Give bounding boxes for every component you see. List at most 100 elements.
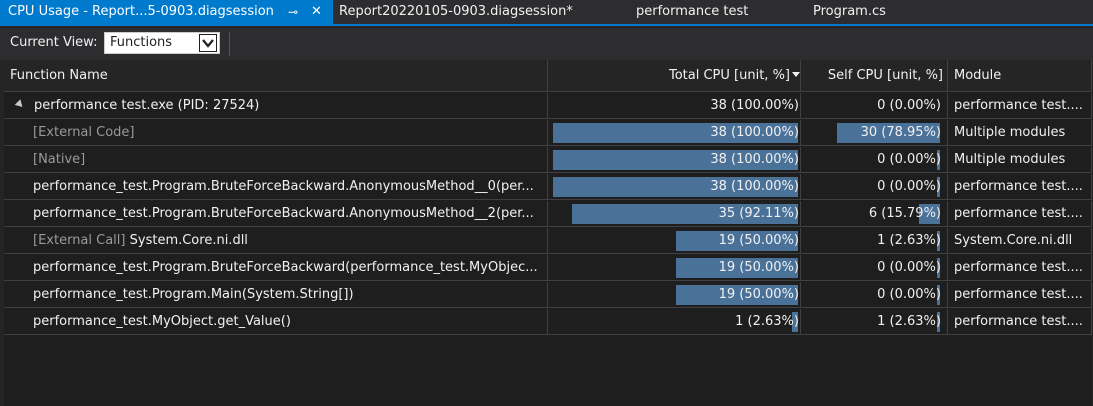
expand-collapse-icon[interactable] (14, 99, 26, 110)
module-cell: performance test.... (954, 260, 1083, 275)
self-cpu-cell: 1 (2.63%) (801, 309, 943, 335)
cell-separator (947, 228, 948, 254)
total-cpu-cell: 19 (50.00%) (548, 282, 801, 308)
table-row[interactable]: performance_test.MyObject.get_Value() 1 (… (4, 309, 1092, 335)
total-cpu-cell: 38 (100.00%) (548, 174, 801, 200)
module-cell: Multiple modules (954, 125, 1066, 140)
cell-separator (800, 120, 801, 146)
column-header-total-cpu-label: Total CPU [unit, %] (668, 68, 790, 83)
column-separator[interactable] (800, 60, 801, 92)
module-cell: performance test.... (954, 287, 1083, 302)
column-separator[interactable] (947, 60, 948, 92)
self-cpu-cell: 0 (0.00%) (801, 255, 943, 281)
cell-separator (547, 174, 548, 200)
cell-separator (1091, 93, 1092, 119)
function-name-cell: performance_test.MyObject.get_Value() (10, 309, 569, 335)
column-header-self-cpu[interactable]: Self CPU [unit, %] (827, 68, 943, 83)
table-row[interactable]: performance_test.Program.BruteForceBackw… (4, 201, 1092, 227)
table-row[interactable]: [External Call] System.Core.ni.dll 19 (50… (4, 228, 1092, 254)
cell-separator (800, 93, 801, 119)
total-cpu-cell: 38 (100.00%) (548, 147, 801, 173)
total-cpu-value: 38 (100.00%) (710, 152, 799, 167)
tab-cpu-usage[interactable]: CPU Usage - Report...5-0903.diagsession … (0, 0, 333, 24)
cell-separator (1091, 120, 1092, 146)
tab-performance-test[interactable]: performance test (636, 4, 749, 19)
column-header-module[interactable]: Module (954, 68, 1002, 83)
chevron-down-icon[interactable] (199, 34, 217, 52)
cell-separator (1091, 255, 1092, 281)
cell-separator (947, 309, 948, 335)
total-cpu-cell: 35 (92.11%) (548, 201, 801, 227)
module-cell: Multiple modules (954, 152, 1066, 167)
total-cpu-value: 19 (50.00%) (718, 260, 799, 275)
table-row[interactable]: [Native] 38 (100.00%) 0 (0.00%) Multiple mo… (4, 147, 1092, 173)
tab-report-diagsession[interactable]: Report20220105-0903.diagsession* (339, 4, 573, 19)
total-cpu-bar (675, 258, 798, 278)
current-view-label: Current View: (10, 35, 98, 50)
table-row[interactable]: performance test.exe (PID: 27524) 38 (100… (4, 93, 1092, 119)
close-icon[interactable]: ✕ (311, 4, 322, 19)
cell-separator (1091, 309, 1092, 335)
function-name-cell: [External Call] System.Core.ni.dll (10, 228, 569, 254)
module-cell: performance test.... (954, 98, 1083, 113)
current-view-dropdown[interactable]: Functions (104, 32, 220, 54)
total-cpu-bar (553, 150, 798, 170)
current-view-value: Functions (110, 35, 173, 50)
cell-separator (547, 201, 548, 227)
cell-separator (947, 174, 948, 200)
column-header-function-name[interactable]: Function Name (10, 68, 108, 83)
total-cpu-value: 38 (100.00%) (710, 179, 799, 194)
function-name-text: performance test.exe (PID: 27524) (34, 98, 260, 113)
cell-separator (947, 147, 948, 173)
module-cell: performance test.... (954, 314, 1083, 329)
self-cpu-value: 0 (0.00%) (877, 287, 941, 302)
table-row[interactable]: performance_test.Program.BruteForceBackw… (4, 255, 1092, 281)
function-name-prefix: [External Call] (33, 233, 126, 248)
table-row[interactable]: performance_test.Program.Main(System.Str… (4, 282, 1092, 308)
grid-header: Function Name Total CPU [unit, %] Self C… (4, 60, 1092, 92)
cell-separator (547, 282, 548, 308)
cell-separator (947, 93, 948, 119)
function-name-cell: performance_test.Program.BruteForceBackw… (10, 255, 569, 281)
cell-separator (547, 255, 548, 281)
function-name-text: [Native] (33, 152, 86, 167)
function-name-text: performance_test.Program.BruteForceBackw… (33, 260, 538, 275)
table-row[interactable]: performance_test.Program.BruteForceBackw… (4, 174, 1092, 200)
function-name-cell: performance_test.Program.BruteForceBackw… (10, 174, 569, 200)
function-name-text: performance_test.MyObject.get_Value() (33, 314, 291, 329)
function-name-cell: performance_test.Program.BruteForceBackw… (10, 201, 569, 227)
column-separator[interactable] (1091, 60, 1092, 92)
cell-separator (947, 201, 948, 227)
cell-separator (547, 147, 548, 173)
toolbar-separator (229, 32, 230, 56)
view-toolbar: Current View: Functions (0, 28, 1093, 60)
self-cpu-value: 0 (0.00%) (877, 98, 941, 113)
cell-separator (1091, 174, 1092, 200)
cell-separator (947, 255, 948, 281)
cell-separator (1091, 282, 1092, 308)
total-cpu-value: 19 (50.00%) (718, 287, 799, 302)
tab-program-cs[interactable]: Program.cs (813, 4, 886, 19)
function-name-text: System.Core.ni.dll (129, 233, 248, 248)
total-cpu-cell: 1 (2.63%) (548, 309, 801, 335)
self-cpu-value: 1 (2.63%) (877, 314, 941, 329)
pin-icon[interactable]: ⊸ (288, 5, 299, 19)
self-cpu-value: 0 (0.00%) (877, 152, 941, 167)
column-separator[interactable] (547, 60, 548, 92)
cell-separator (800, 255, 801, 281)
cell-separator (800, 309, 801, 335)
cell-separator (1091, 228, 1092, 254)
self-cpu-cell: 1 (2.63%) (801, 228, 943, 254)
cell-separator (1091, 201, 1092, 227)
cell-separator (1091, 147, 1092, 173)
column-header-total-cpu[interactable]: Total CPU [unit, %] (548, 60, 800, 92)
function-name-text: performance_test.Program.BruteForceBackw… (33, 179, 534, 194)
cell-separator (547, 120, 548, 146)
table-row[interactable]: [External Code] 38 (100.00%) 30 (78.95%) Mu… (4, 120, 1092, 146)
cell-separator (800, 174, 801, 200)
cell-separator (800, 282, 801, 308)
function-name-cell: performance test.exe (PID: 27524) (10, 93, 552, 119)
self-cpu-bar (919, 204, 940, 224)
total-cpu-value: 1 (2.63%) (735, 314, 799, 329)
function-name-text: performance_test.Program.BruteForceBackw… (33, 206, 534, 221)
